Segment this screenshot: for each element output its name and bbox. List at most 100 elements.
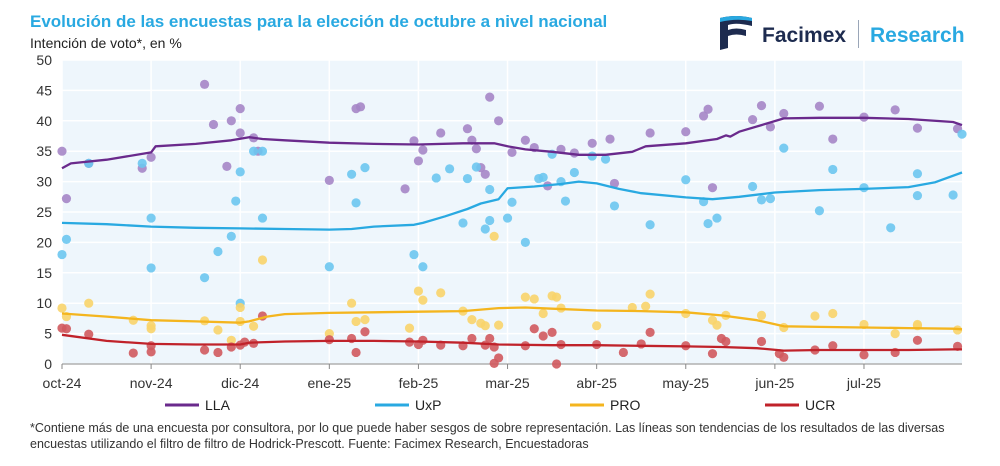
ucr-poll-point [756, 336, 767, 347]
pro-poll-point [551, 292, 562, 302]
lla-poll-point [400, 184, 410, 194]
uxp-poll-point [587, 151, 597, 161]
lla-poll-point [436, 128, 446, 138]
y-tick-label: 10 [36, 295, 52, 311]
uxp-poll-point [462, 173, 473, 184]
ucr-poll-point [467, 333, 477, 344]
x-tick-label: jun-25 [754, 375, 794, 391]
ucr-poll-point [779, 352, 789, 362]
y-tick-label: 5 [44, 326, 52, 342]
pro-poll-point [712, 320, 722, 330]
pro-poll-point [810, 311, 820, 321]
pro-poll-point [226, 335, 236, 345]
lla-poll-point [235, 128, 245, 138]
uxp-legend-label: UxP [415, 397, 441, 413]
x-tick-label: nov-24 [130, 375, 173, 391]
ucr-poll-point [351, 347, 361, 358]
pro-poll-point [418, 295, 428, 305]
pro-poll-point [467, 315, 477, 325]
lla-poll-point [912, 123, 923, 133]
x-tick-label: oct-24 [43, 375, 82, 391]
lla-poll-point [605, 134, 615, 144]
pro-poll-point [413, 286, 424, 296]
ucr-poll-point [213, 347, 223, 358]
lla-poll-point [507, 147, 517, 158]
ucr-poll-point [324, 335, 334, 345]
uxp-poll-point [57, 249, 67, 260]
lla-poll-point [765, 122, 776, 132]
uxp-poll-point [681, 175, 691, 185]
facimex-logo-icon [720, 16, 752, 50]
pro-legend-label: PRO [610, 397, 640, 413]
ucr-poll-point [84, 329, 94, 339]
pro-poll-point [480, 321, 490, 331]
uxp-poll-point [257, 213, 268, 223]
uxp-poll-point [520, 237, 530, 247]
x-tick-label: ene-25 [308, 375, 352, 391]
pro-poll-point [436, 288, 446, 298]
uxp-poll-point [600, 154, 611, 164]
uxp-poll-point [248, 146, 259, 156]
ucr-trend-line [61, 333, 962, 352]
pro-poll-point [494, 320, 504, 330]
pro-poll-point [828, 308, 838, 319]
uxp-poll-point [137, 158, 147, 168]
ucr-poll-point [485, 333, 495, 344]
uxp-poll-point [431, 173, 441, 183]
uxp-poll-point [409, 249, 419, 260]
lla-poll-point [462, 124, 473, 134]
uxp-poll-point [458, 218, 468, 228]
lla-poll-point [779, 108, 789, 119]
chart-title: Evolución de las encuestas para la elecc… [30, 12, 608, 31]
lla-poll-point [814, 101, 825, 111]
ucr-poll-point [529, 324, 539, 334]
pro-poll-point [756, 310, 767, 320]
lla-poll-point [485, 92, 495, 102]
ucr-poll-point [721, 336, 731, 347]
pro-poll-point [351, 316, 361, 327]
ucr-poll-point [551, 359, 562, 369]
uxp-poll-point [480, 224, 490, 234]
brand-division: Research [870, 24, 965, 47]
uxp-poll-point [146, 263, 156, 273]
uxp-poll-point [912, 169, 923, 179]
lla-poll-point [609, 178, 620, 189]
pro-poll-point [235, 302, 245, 313]
uxp-poll-point [347, 169, 357, 179]
ucr-legend-label: UCR [805, 397, 835, 413]
uxp-poll-point [609, 201, 620, 211]
pro-poll-point [627, 302, 637, 313]
lla-poll-point [707, 183, 718, 193]
pro-poll-point [347, 298, 357, 308]
pro-poll-point [57, 303, 67, 313]
ucr-poll-point [61, 324, 72, 334]
y-tick-label: 45 [36, 82, 52, 98]
uxp-poll-point [146, 213, 156, 223]
y-tick-label: 0 [44, 356, 52, 372]
lla-poll-point [355, 102, 366, 112]
uxp-poll-point [213, 246, 223, 257]
uxp-poll-point [948, 190, 958, 200]
uxp-poll-point [226, 231, 236, 241]
pro-poll-point [360, 315, 370, 325]
uxp-poll-point [445, 164, 455, 174]
uxp-poll-point [569, 167, 579, 178]
y-tick-label: 35 [36, 143, 52, 159]
uxp-poll-point [912, 190, 923, 201]
lla-poll-point [756, 101, 767, 111]
ucr-poll-point [636, 339, 646, 349]
uxp-poll-point [485, 184, 495, 195]
uxp-poll-point [560, 196, 571, 206]
ucr-poll-point [538, 331, 548, 341]
ucr-poll-point [199, 345, 210, 355]
brand-name: Facimex [762, 24, 847, 47]
lla-poll-point [413, 156, 424, 166]
lla-poll-point [890, 105, 900, 115]
uxp-poll-point [199, 273, 210, 283]
lla-poll-point [61, 194, 72, 204]
pro-trend-line [61, 306, 963, 331]
lla-poll-point [199, 79, 210, 89]
lla-poll-point [828, 134, 838, 144]
lla-poll-point [418, 145, 428, 155]
x-tick-label: jul-25 [846, 375, 881, 391]
